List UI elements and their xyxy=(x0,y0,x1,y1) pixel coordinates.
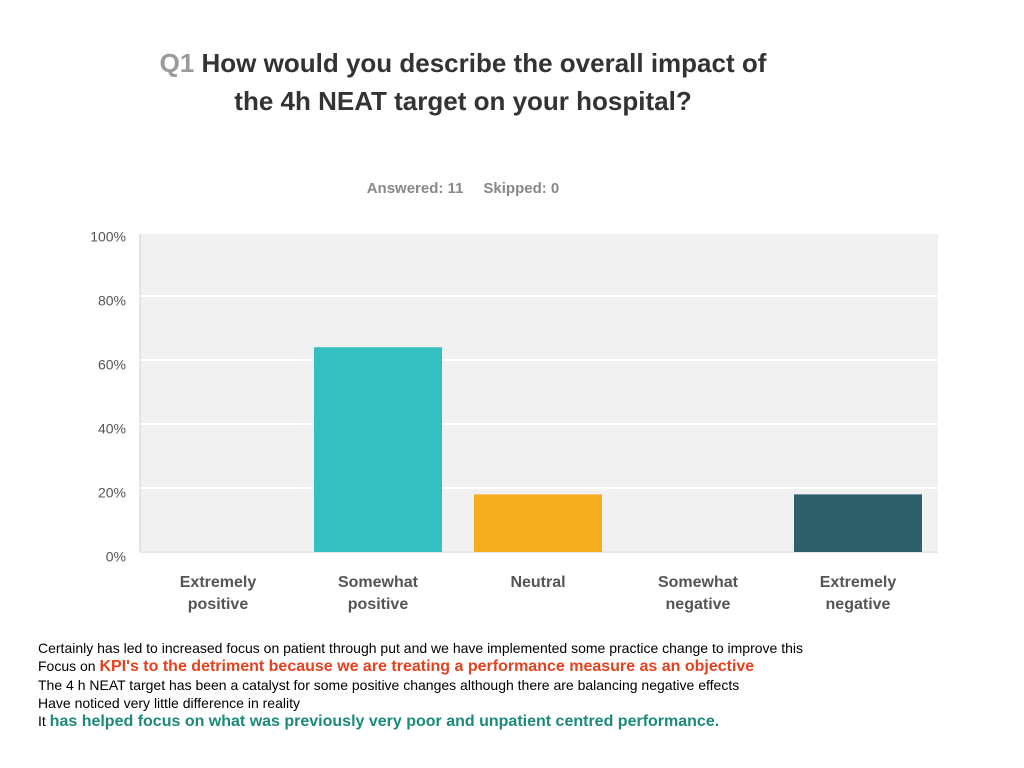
y-tick-label: 40% xyxy=(98,421,126,437)
bar xyxy=(474,494,602,552)
bar xyxy=(314,347,442,552)
y-tick-label: 20% xyxy=(98,485,126,501)
title-prefix: Q1 xyxy=(159,48,195,78)
comment-highlight: has helped focus on what was previously … xyxy=(49,713,720,730)
y-tick-label: 100% xyxy=(90,229,126,245)
comment: Have noticed very little difference in r… xyxy=(38,694,803,712)
comment-highlight: KPI's to the detriment because we are tr… xyxy=(99,658,755,675)
comment: The 4 h NEAT target has been a catalyst … xyxy=(38,676,803,694)
bar xyxy=(794,494,922,552)
subtitle: Answered: 11 Skipped: 0 xyxy=(143,180,783,197)
x-tick-label: Somewhat negative xyxy=(657,574,738,613)
x-tick-label: Extremely negative xyxy=(819,574,897,613)
comment: Focus on KPI's to the detriment because … xyxy=(38,657,803,676)
y-tick-label: 0% xyxy=(106,549,126,565)
comment-text: Have noticed very little difference in r… xyxy=(38,695,300,711)
x-tick-label: Extremely positive xyxy=(179,574,257,613)
comment-text: Focus on xyxy=(38,658,100,674)
x-tick-label: Neutral xyxy=(510,574,566,591)
x-tick-label: Somewhat positive xyxy=(337,574,418,613)
chart-title: Q1 How would you describe the overall im… xyxy=(143,44,783,120)
answered: Answered: 11 xyxy=(366,180,464,197)
comment-text: It xyxy=(38,713,50,729)
title-text: How would you describe the overall impac… xyxy=(201,48,767,116)
y-tick-label: 60% xyxy=(98,357,126,373)
y-tick-label: 80% xyxy=(98,293,126,309)
comment: It has helped focus on what was previous… xyxy=(38,712,803,731)
comment: Certainly has led to increased focus on … xyxy=(38,639,803,657)
comments: Certainly has led to increased focus on … xyxy=(38,639,803,731)
skipped: Skipped: 0 xyxy=(483,180,560,197)
comment-text: The 4 h NEAT target has been a catalyst … xyxy=(38,677,740,693)
comment-text: Certainly has led to increased focus on … xyxy=(38,640,803,656)
